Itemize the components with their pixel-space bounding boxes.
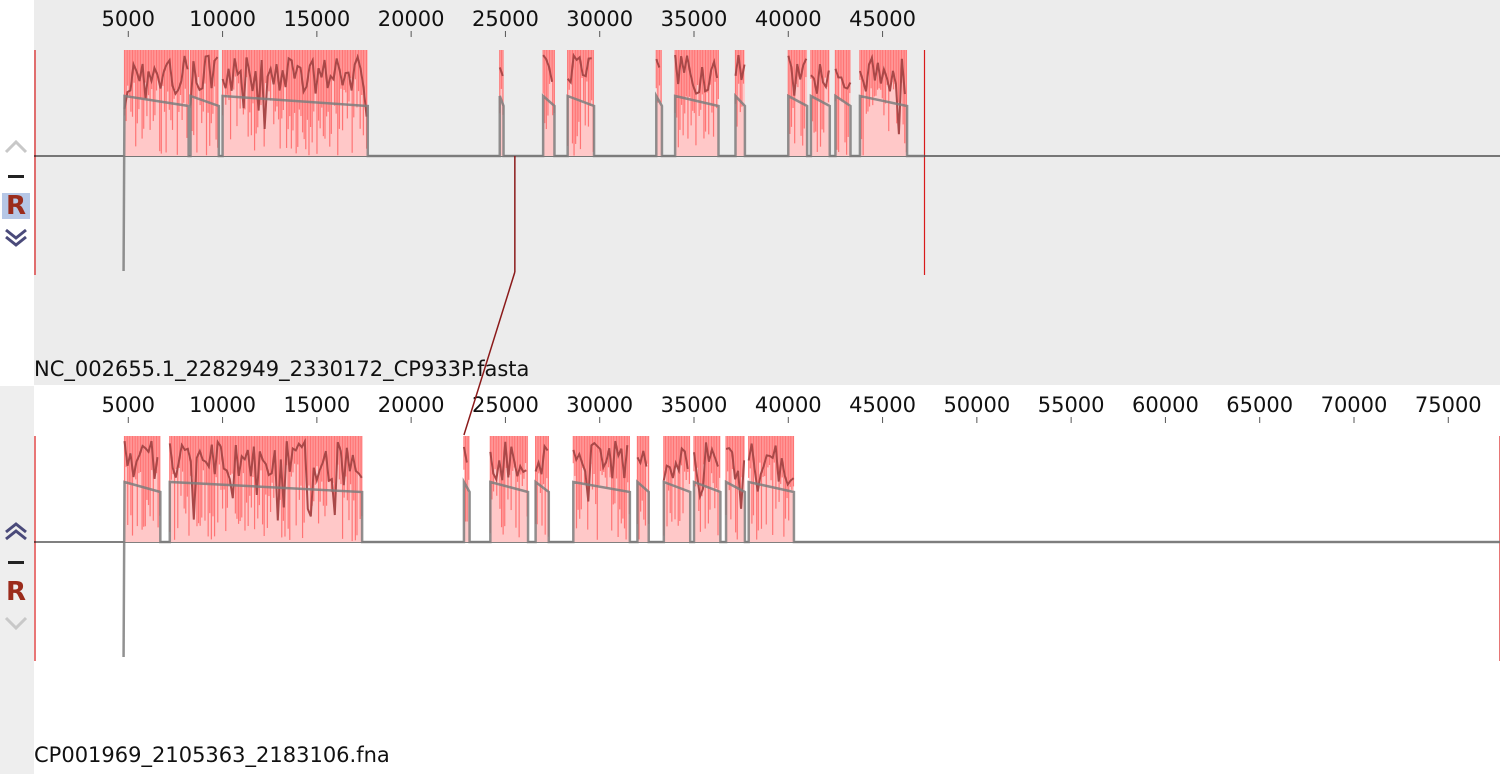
similarity-block	[747, 436, 795, 542]
identity-line	[572, 440, 629, 502]
similarity-block	[489, 436, 529, 542]
identity-line	[123, 440, 159, 479]
axis-tick-label: 45000	[849, 7, 916, 31]
move-down-button-top[interactable]	[2, 225, 30, 251]
axis-tick-label: 5000	[102, 7, 155, 31]
reverse-button-top[interactable]: R	[2, 193, 30, 219]
axis-tick-label: 5000	[102, 393, 155, 417]
axis-tick-label: 50000	[943, 393, 1010, 417]
double-chevron-down-icon	[3, 227, 29, 249]
similarity-block	[674, 50, 719, 156]
axis-tick-label: 25000	[472, 393, 539, 417]
identity-plot-bottom[interactable]: 5000 10000 15000 20000 25000 30000 35000 40000 4…	[0, 386, 1500, 774]
identity-line	[734, 54, 746, 81]
identity-line	[221, 53, 368, 130]
axis-tick-label: 30000	[566, 7, 633, 31]
identity-plot-top[interactable]: 5000 10000 15000 20000 25000 30000 35000 40000 4…	[0, 0, 1500, 385]
similarity-block	[534, 436, 549, 542]
similarity-block	[189, 50, 219, 156]
identity-line	[725, 446, 746, 509]
minus-icon	[4, 557, 28, 569]
identity-line	[542, 54, 554, 83]
axis-tick-label: 40000	[755, 7, 822, 31]
identity-line	[662, 446, 689, 481]
identity-line	[787, 55, 808, 96]
reverse-button-bottom[interactable]: R	[5, 577, 27, 607]
identity-line	[747, 443, 795, 492]
identity-line	[123, 55, 189, 110]
chevron-down-icon	[3, 614, 29, 634]
similarity-block	[834, 50, 852, 156]
identity-line	[462, 446, 468, 463]
coverage-line	[122, 477, 1500, 658]
axis-tick-label: 75000	[1415, 393, 1482, 417]
similarity-block	[636, 436, 650, 542]
axis-tick-label: 55000	[1038, 393, 1105, 417]
axis-tick-label: 35000	[661, 393, 728, 417]
double-chevron-up-icon	[3, 521, 29, 543]
similarity-block	[858, 50, 908, 156]
move-down-button-bottom[interactable]	[2, 611, 30, 637]
axis-tick-label: 10000	[189, 393, 256, 417]
identity-line	[834, 68, 852, 90]
similarity-block	[168, 436, 363, 542]
identity-line	[489, 441, 527, 483]
axis-tick-label: 15000	[283, 393, 350, 417]
axis-tick-label: 35000	[661, 7, 728, 31]
identity-line	[655, 58, 661, 68]
identity-line	[498, 67, 504, 77]
track-panel-bottom: R 5000 10000 15000 20000 25000 30000 35000 4000…	[0, 386, 1500, 774]
chevron-up-icon	[3, 136, 29, 156]
axis-tick-label: 65000	[1226, 393, 1293, 417]
axis-tick-label: 70000	[1321, 393, 1388, 417]
similarity-block	[693, 436, 721, 542]
axis-tick-label: 15000	[283, 7, 350, 31]
similarity-block	[123, 50, 190, 156]
track-controls-top: R	[0, 0, 34, 385]
axis-tick-label: 20000	[378, 7, 445, 31]
track-controls-bottom: R	[0, 386, 34, 774]
axis-tick-label: 45000	[849, 393, 916, 417]
axis-tick-label: 40000	[755, 393, 822, 417]
similarity-block	[566, 50, 595, 156]
axis-tick-label: 10000	[189, 7, 256, 31]
sequence-label-bottom: CP001969_2105363_2183106.fna	[34, 743, 390, 767]
axis-tick-label: 30000	[566, 393, 633, 417]
similarity-block	[662, 436, 691, 542]
similarity-fill	[637, 436, 649, 542]
similarity-block	[123, 436, 161, 542]
axis-tick-label: 20000	[378, 393, 445, 417]
minus-icon	[4, 171, 28, 183]
move-up-button-top[interactable]	[2, 133, 30, 159]
identity-line	[810, 64, 830, 94]
similarity-block	[810, 50, 830, 156]
axis-tick-label: 25000	[472, 7, 539, 31]
axis-tick-label: 60000	[1132, 393, 1199, 417]
similarity-block	[725, 436, 746, 542]
minus-button-top[interactable]	[2, 164, 30, 190]
identity-line	[636, 450, 648, 467]
similarity-block	[787, 50, 808, 156]
coverage-line	[122, 91, 925, 272]
identity-line	[566, 52, 592, 85]
identity-line	[858, 53, 906, 135]
sequence-label-top: NC_002655.1_2282949_2330172_CP933P.fasta	[34, 357, 530, 381]
similarity-block	[221, 50, 368, 156]
move-up-button-bottom[interactable]	[2, 519, 30, 545]
identity-line	[534, 443, 549, 475]
identity-line	[674, 54, 719, 95]
minus-button-bottom[interactable]	[2, 550, 30, 576]
identity-line	[189, 54, 219, 106]
track-panel-top: R 5000 10000 15000 20000 25000 30000 35000 4000…	[0, 0, 1500, 385]
similarity-block	[572, 436, 630, 542]
similarity-fill	[543, 50, 555, 156]
identity-line	[168, 437, 363, 521]
